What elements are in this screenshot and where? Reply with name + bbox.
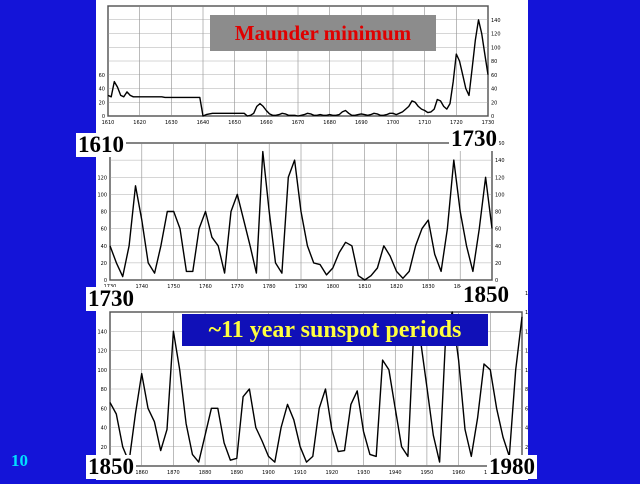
y-tick-label-right: 80 [491,59,497,65]
x-tick-label: 1760 [199,284,212,290]
y-tick-label-left: 140 [97,329,107,335]
x-tick-label: 1900 [262,470,275,476]
y-tick-label-left: 0 [104,278,107,284]
y-tick-label-right: 160 [495,141,505,147]
x-tick-label: 1840 [454,284,467,290]
y-tick-label-right: 40 [495,244,501,250]
y-tick-label-left: 20 [101,261,107,267]
y-tick-label-left: 20 [99,100,105,106]
y-tick-label-right: 0 [491,114,494,120]
panel2-end-year: 1850 [461,282,511,307]
y-tick-label-left: 80 [101,210,107,216]
x-tick-label: 1920 [325,470,338,476]
y-tick-label-right: 120 [525,349,528,355]
slide-number: 10 [11,451,28,470]
y-tick-label-right: 160 [525,310,528,316]
x-tick-label: 1910 [294,470,307,476]
y-tick-label-left: 40 [99,87,105,93]
y-tick-label-left: 80 [101,387,107,393]
y-tick-label-right: 40 [525,426,528,432]
y-tick-label-left: 100 [97,192,107,198]
y-tick-label-left: 0 [102,114,105,120]
y-tick-label-right: 60 [491,73,497,79]
panel2-start-year: 1730 [86,286,136,311]
y-tick-label-left: 60 [99,73,105,79]
y-tick-label-left: 40 [101,426,107,432]
sunspot-series-line [107,19,489,117]
x-tick-label: 1610 [102,120,115,126]
y-tick-label-right: 140 [525,329,528,335]
x-tick-label: 1750 [167,284,180,290]
panel1-start-year: 1610 [76,132,126,157]
x-tick-label: 1960 [452,470,465,476]
x-tick-label: 1710 [418,120,431,126]
y-tick-label-right: 80 [525,387,528,393]
y-tick-label-right: 180 [525,291,528,297]
x-tick-label: 1670 [292,120,305,126]
x-tick-label: 1690 [355,120,368,126]
y-tick-label-right: 120 [491,32,501,38]
y-tick-label-right: 140 [495,158,505,164]
y-tick-label-right: 120 [495,175,505,181]
x-tick-label: 1630 [165,120,178,126]
x-tick-label: 1730 [482,120,495,126]
x-tick-label: 1620 [133,120,146,126]
x-tick-label: 1890 [230,470,243,476]
y-tick-label-right: 140 [491,18,501,24]
x-tick-label: 1780 [263,284,276,290]
y-tick-label-right: 100 [491,45,501,51]
x-tick-label: 1720 [450,120,463,126]
panel3-end-year: 1980 [487,454,537,479]
x-tick-label: 1650 [228,120,241,126]
y-tick-label-right: 20 [525,445,528,451]
y-tick-label-right: 100 [495,192,505,198]
x-tick-label: 1810 [358,284,371,290]
y-tick-label-left: 100 [97,368,107,374]
x-tick-label: 1820 [390,284,403,290]
maunder-minimum-banner: Maunder minimum [210,15,436,51]
panel1-end-year: 1730 [449,126,499,151]
x-tick-label: 1950 [421,470,434,476]
y-tick-label-right: 0 [495,278,498,284]
x-tick-label: 1770 [231,284,244,290]
y-tick-label-right: 80 [495,210,501,216]
x-tick-label: 1940 [389,470,402,476]
chart-sheet: 1610 1620 1630 1640 1650 1660 1670 1680 1690 1700… [96,0,535,480]
sunspot-charts: 1610 1620 1630 1640 1650 1660 1670 1680 1690 1700… [97,5,535,476]
sunspot-series-line [109,150,493,281]
y-tick-label-left: 40 [101,244,107,250]
x-tick-label: 1790 [295,284,308,290]
panel3-start-year: 1850 [86,454,136,479]
y-tick-label-left: 60 [101,406,107,412]
x-tick-label: 1880 [199,470,212,476]
x-tick-label: 1660 [260,120,273,126]
x-tick-label: 1930 [357,470,370,476]
y-tick-label-right: 60 [495,227,501,233]
x-tick-label: 1740 [135,284,148,290]
x-tick-label: 1870 [167,470,180,476]
y-tick-label-left: 120 [97,175,107,181]
sunspot-periods-banner: ~11 year sunspot periods [182,314,488,346]
x-tick-label: 1800 [326,284,339,290]
x-tick-label: 1680 [323,120,336,126]
y-tick-label-right: 40 [491,87,497,93]
x-tick-label: 1700 [387,120,400,126]
y-tick-label-left: 60 [101,227,107,233]
y-tick-label-left: 20 [101,445,107,451]
x-tick-label: 1830 [422,284,435,290]
x-tick-label: 1860 [135,470,148,476]
y-tick-label-left: 120 [97,349,107,355]
y-tick-label-right: 20 [495,261,501,267]
y-tick-label-right: 60 [525,406,528,412]
x-tick-label: 1640 [197,120,210,126]
y-tick-label-right: 100 [525,368,528,374]
chart-panel-2: 1730174017501760177017801790180018101820… [97,141,504,290]
y-tick-label-right: 20 [491,100,497,106]
